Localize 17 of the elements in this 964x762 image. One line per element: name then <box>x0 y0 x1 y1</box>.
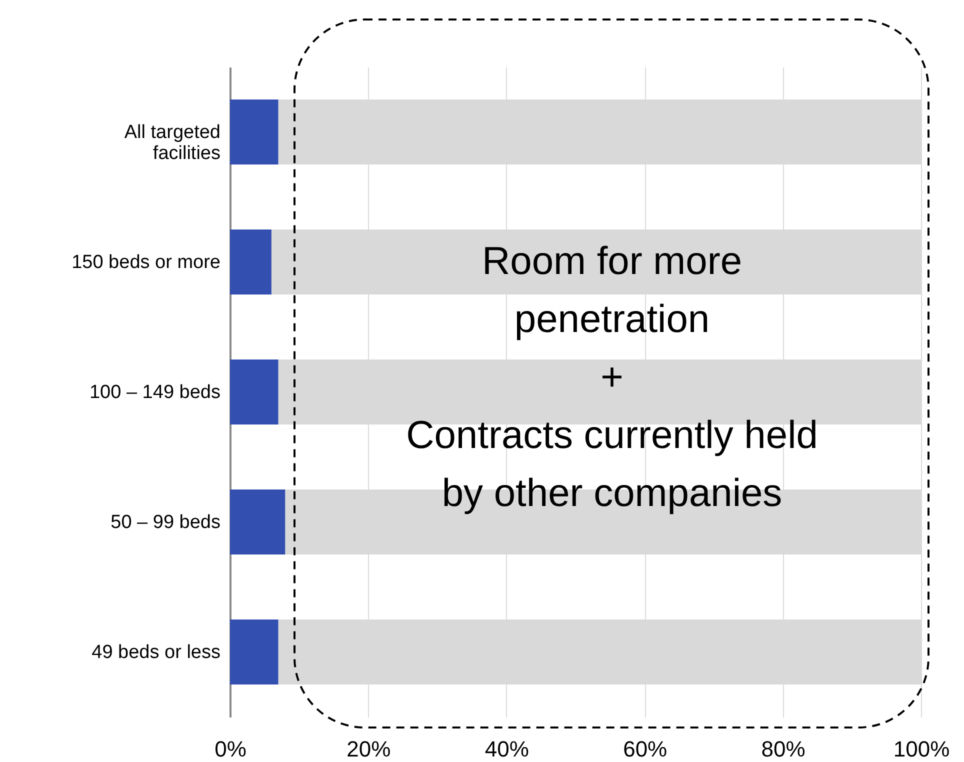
bar <box>230 490 286 554</box>
y-tick-label: 49 beds or less <box>92 642 220 663</box>
x-tick-label: 20% <box>346 736 391 762</box>
y-tick-label: 150 beds or more <box>72 252 220 273</box>
x-tick-label: 100% <box>893 736 950 762</box>
bar <box>230 360 278 424</box>
y-tick-label: 50 – 99 beds <box>110 512 220 533</box>
x-tick-label: 80% <box>761 736 806 762</box>
bar <box>230 230 272 294</box>
x-tick-label: 0% <box>214 736 246 762</box>
y-tick-label: All targeted facilities <box>124 122 220 164</box>
x-tick-label: 40% <box>484 736 529 762</box>
annotation: Room for more penetration + Contracts currently held by other companies <box>406 240 818 515</box>
y-tick-label: 100 – 149 beds <box>89 382 220 403</box>
x-tick-label: 60% <box>623 736 668 762</box>
bar <box>230 100 278 164</box>
bar <box>230 620 278 684</box>
